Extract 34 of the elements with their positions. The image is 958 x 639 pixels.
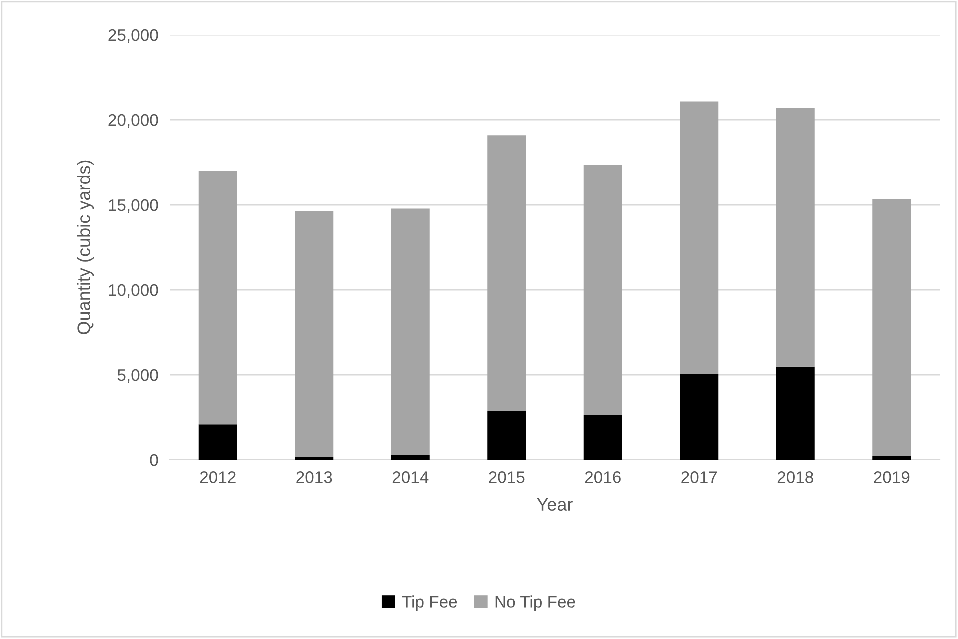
bar [776, 108, 815, 367]
y-tick-label: 5,000 [118, 369, 158, 384]
bar [680, 102, 719, 374]
bar [391, 455, 430, 460]
legend-label: No Tip Fee [496, 596, 576, 612]
x-tick-label: 2013 [296, 472, 332, 484]
bar [584, 165, 622, 416]
bar [488, 411, 526, 460]
bar [872, 456, 912, 460]
bar [295, 457, 334, 460]
y-tick-label: 0 [150, 454, 158, 466]
y-tick-label: 20,000 [108, 114, 158, 128]
x-tick-label: 2012 [200, 472, 236, 484]
bar [584, 415, 622, 460]
y-tick-label: 15,000 [109, 199, 158, 214]
bar [198, 171, 238, 425]
bar [295, 211, 334, 458]
y-axis-title: Quantity (cubic yards) [77, 160, 94, 334]
x-tick-label: 2014 [392, 472, 429, 484]
x-axis-title: Year [537, 498, 573, 512]
bar [391, 208, 430, 456]
x-tick-label: 2016 [585, 472, 621, 484]
x-tick-label: 2015 [489, 472, 525, 484]
x-tick-label: 2018 [778, 472, 814, 484]
bar [680, 374, 719, 460]
bar [776, 366, 815, 460]
x-tick-label: 2017 [682, 472, 718, 484]
bar [872, 200, 912, 456]
y-tick-label: 25,000 [108, 29, 158, 44]
bar [198, 424, 238, 460]
y-tick-label: 10,000 [109, 284, 158, 298]
legend-label: Tip Fee [402, 596, 458, 612]
x-tick-label: 2019 [874, 472, 910, 484]
bar [488, 136, 526, 412]
